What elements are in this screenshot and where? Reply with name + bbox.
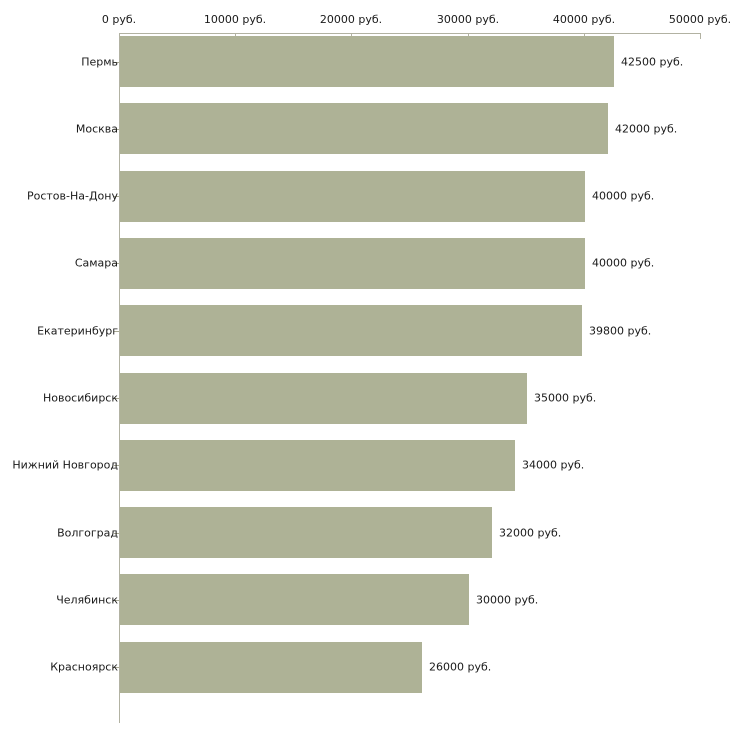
y-axis-tick: [114, 667, 119, 668]
y-axis-category-label: Самара: [74, 256, 118, 270]
y-axis-tick: [114, 263, 119, 264]
bar-value-label: 30000 руб.: [476, 593, 539, 607]
bar-value-label: 26000 руб.: [429, 660, 492, 674]
y-axis-category-label: Волгоград: [57, 526, 118, 540]
x-axis-line: [119, 33, 700, 34]
bar-value-label: 42500 руб.: [621, 55, 684, 69]
bar-value-label: 40000 руб.: [592, 189, 655, 203]
bar-value-label: 40000 руб.: [592, 256, 655, 270]
bar[interactable]: [120, 372, 527, 424]
x-axis-tick-label: 10000 руб.: [203, 13, 267, 26]
y-axis-tick: [114, 465, 119, 466]
y-axis-category-label: Ростов-На-Дону: [26, 189, 118, 203]
x-axis-tick: [700, 33, 701, 39]
x-axis-tick-label: 20000 руб.: [319, 13, 383, 26]
y-axis-tick: [114, 62, 119, 63]
y-axis-category-label: Москва: [75, 122, 118, 136]
x-axis-tick-label: 0 руб.: [101, 13, 137, 26]
bar[interactable]: [120, 574, 469, 626]
y-axis-category-label: Красноярск: [50, 660, 118, 674]
bar[interactable]: [120, 507, 492, 559]
bar-value-label: 42000 руб.: [615, 122, 678, 136]
bar-value-label: 39800 руб.: [589, 324, 652, 338]
y-axis-line: [119, 33, 120, 723]
y-axis-category-label: Челябинск: [56, 593, 118, 607]
bar-value-label: 32000 руб.: [499, 526, 562, 540]
x-axis-tick-label: 50000 руб.: [668, 13, 730, 26]
bar[interactable]: [120, 439, 515, 491]
y-axis-category-label: Екатеринбург: [37, 324, 118, 338]
bar[interactable]: [120, 170, 585, 222]
y-axis-category-label: Новосибирск: [42, 391, 118, 405]
y-axis-category-label: Нижний Новгород: [12, 458, 118, 472]
y-axis-category-label: Пермь: [81, 55, 118, 69]
y-axis-tick: [114, 331, 119, 332]
y-axis-tick: [114, 600, 119, 601]
bar[interactable]: [120, 237, 585, 289]
x-axis-tick-label: 30000 руб.: [436, 13, 500, 26]
y-axis-tick: [114, 533, 119, 534]
bar[interactable]: [120, 36, 614, 87]
bar-value-label: 35000 руб.: [534, 391, 597, 405]
bar[interactable]: [120, 641, 422, 693]
y-axis-tick: [114, 196, 119, 197]
y-axis-tick: [114, 398, 119, 399]
y-axis-tick: [114, 129, 119, 130]
bar-value-label: 34000 руб.: [522, 458, 585, 472]
bar[interactable]: [120, 305, 582, 357]
bar[interactable]: [120, 103, 608, 155]
x-axis-tick-label: 40000 руб.: [552, 13, 616, 26]
